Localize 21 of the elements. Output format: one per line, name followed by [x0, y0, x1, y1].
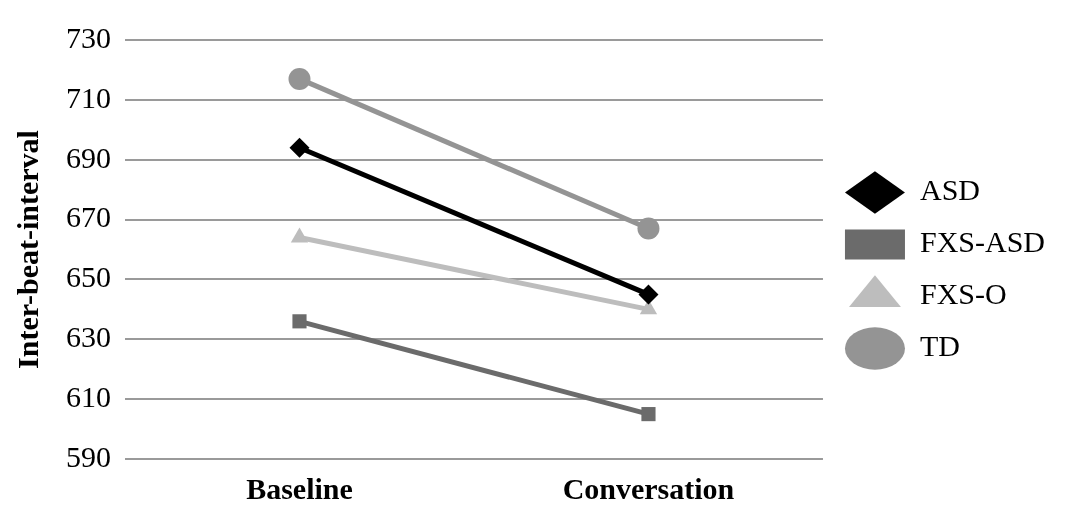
legend-label: FXS-O: [919, 277, 1007, 311]
y-tick-label: 630: [66, 320, 111, 354]
x-tick-label: Baseline: [246, 471, 353, 505]
point: [292, 314, 307, 329]
legend-label: ASD: [919, 173, 980, 207]
legend-label: TD: [919, 329, 960, 363]
y-axis-title: Inter-beat-interval: [10, 130, 44, 369]
y-tick-label: 670: [66, 200, 111, 234]
legend-label: FXS-ASD: [919, 225, 1046, 259]
point: [638, 284, 659, 305]
y-tick-label: 590: [66, 439, 111, 473]
y-tick-label: 610: [66, 380, 111, 414]
point: [641, 407, 656, 422]
point: [289, 137, 310, 158]
y-tick-label: 730: [66, 20, 111, 54]
point: [637, 217, 660, 240]
x-tick-label: Conversation: [562, 471, 735, 505]
y-tick-label: 690: [66, 140, 111, 174]
point: [288, 67, 311, 90]
y-tick-label: 650: [66, 260, 111, 294]
y-tick-label: 710: [66, 80, 111, 114]
